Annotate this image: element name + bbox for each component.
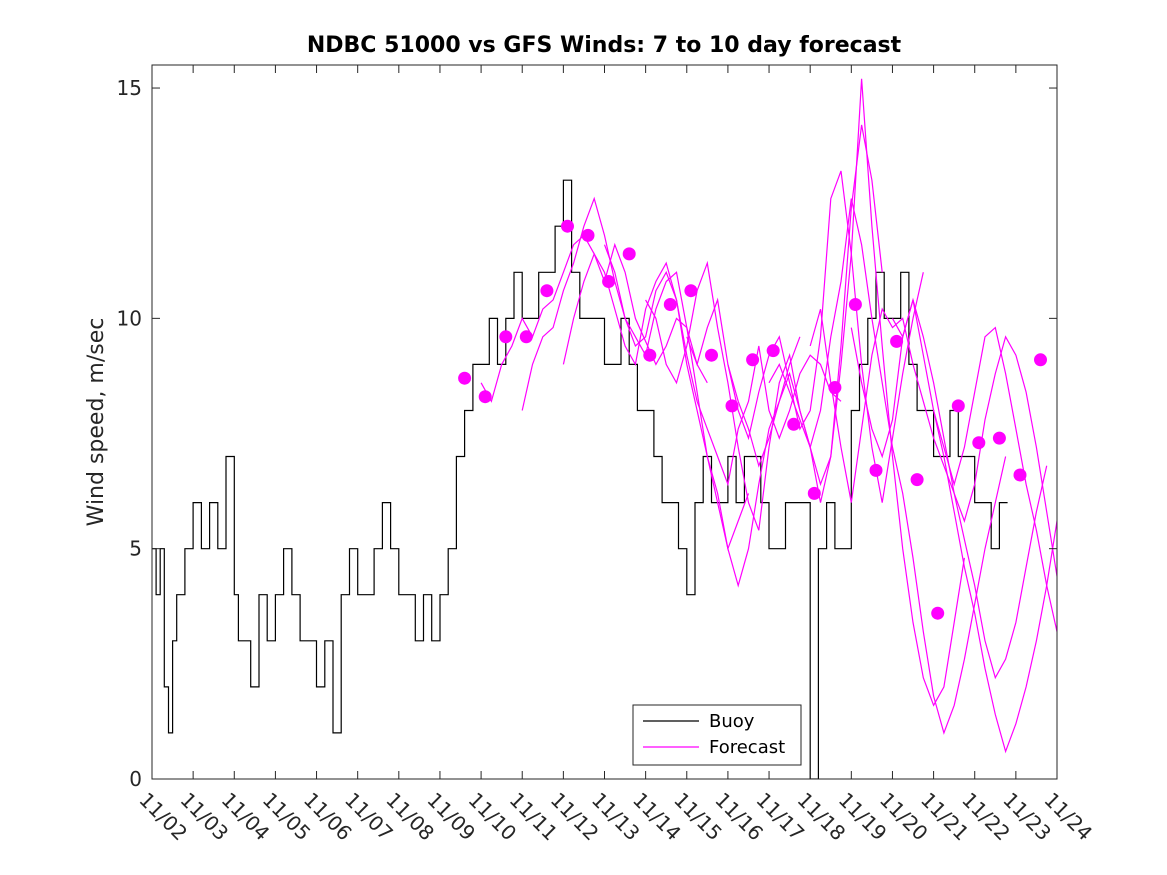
forecast-dot [663,298,677,311]
forecast-line-7 [727,78,965,707]
y-axis-label: Wind speed, m/sec [84,318,109,527]
forecast-dot [931,606,945,620]
y-tick-label: 0 [129,767,142,791]
forecast-dot [910,473,924,487]
forecast-dot [705,348,718,362]
legend-box [632,704,802,766]
forecast-dot [519,330,533,344]
forecast-dot [684,284,698,298]
forecast-dot [725,399,739,413]
forecast-dot [787,417,801,431]
forecast-dot [828,381,842,394]
y-tick-label: 15 [117,76,142,100]
forecast-dot [581,228,595,242]
forecast-dot [561,219,574,233]
forecast-dot [478,390,492,404]
plot-area [152,78,1057,779]
forecast-dot [807,486,821,500]
forecast-dot [458,371,472,385]
forecast-dot [622,247,636,261]
forecast-dot [992,431,1006,445]
forecast-line-4 [603,244,842,487]
forecast-dot [869,463,883,477]
forecast-line-2 [521,196,750,551]
buoy-line [152,179,1008,779]
forecast-dot [540,284,554,298]
forecast-line-3 [562,252,801,588]
y-tick-label: 10 [117,306,142,330]
forecast-dot [972,436,986,450]
forecast-dot [643,348,657,362]
forecast-line-10 [850,299,1057,754]
forecast-dot [1013,468,1027,482]
legend-forecast-label: Forecast [709,737,785,758]
forecast-dot [602,275,616,288]
forecast-dot [951,399,965,413]
forecast-dot [499,330,513,344]
legend: Buoy Forecast [632,704,802,766]
chart-title: NDBC 51000 vs GFS Winds: 7 to 10 day for… [307,33,902,58]
forecast-dot [848,298,862,311]
forecast-dot [746,353,760,367]
forecast-line-9 [809,307,1048,680]
forecast-line-11 [891,297,1057,579]
forecast-dot [766,344,780,358]
forecast-line-5 [645,124,883,531]
legend-buoy-label: Buoy [709,711,755,732]
y-tick-label: 5 [129,537,142,561]
forecast-line-8 [768,198,1007,735]
forecast-line-6 [686,170,924,503]
forecast-line-12 [933,326,1057,633]
forecast-dot [1034,353,1047,367]
forecast-dot [890,334,904,348]
